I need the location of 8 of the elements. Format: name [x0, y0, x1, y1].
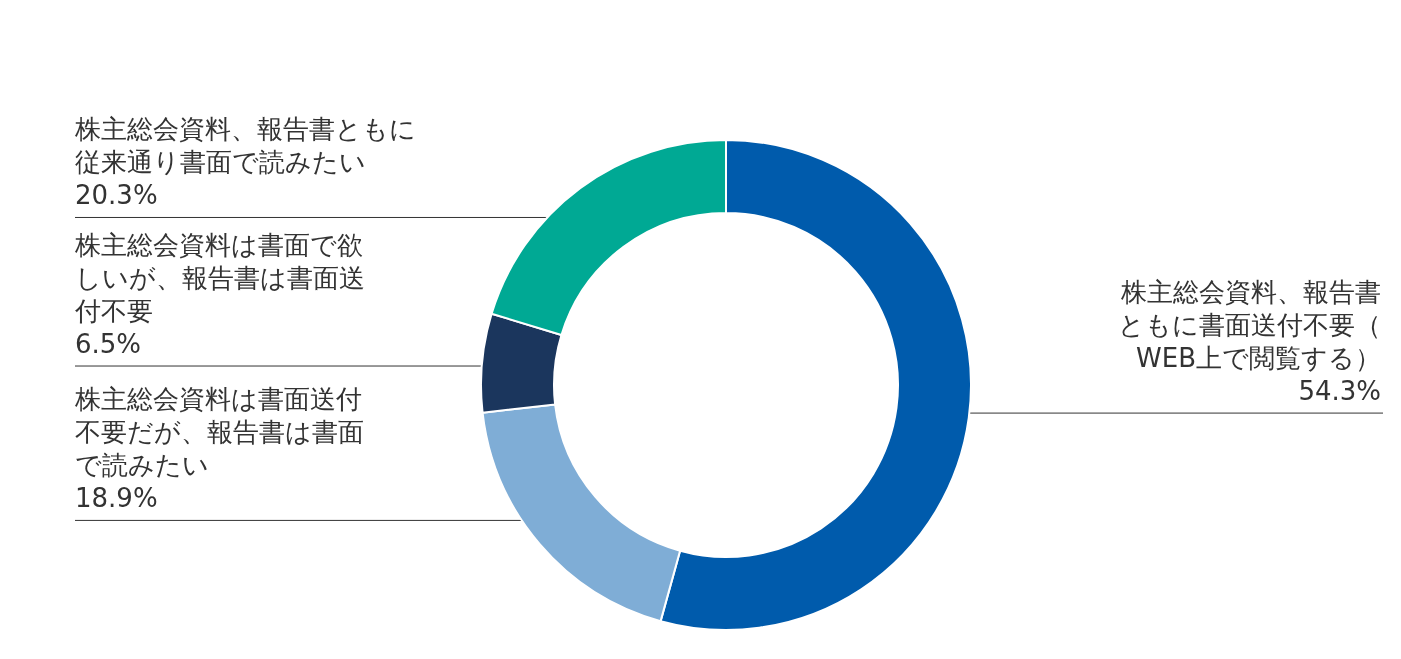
data-label: 54.3%	[1298, 375, 1381, 406]
slice-label: 株主総会資料は書面で欲しいが、報告書は書面送付不要	[74, 229, 365, 326]
slice-label: 株主総会資料は書面送付不要だが、報告書は書面で読みたい	[74, 383, 364, 480]
slice-label: 株主総会資料、報告書ともに従来通り書面で読みたい	[74, 113, 416, 177]
data-label: 6.5%	[75, 328, 142, 359]
data-label: 20.3%	[75, 179, 158, 210]
data-label: 18.9%	[75, 482, 158, 513]
slice-label: 株主総会資料、報告書ともに書面送付不要（WEB上で閲覧する）	[1118, 276, 1381, 373]
